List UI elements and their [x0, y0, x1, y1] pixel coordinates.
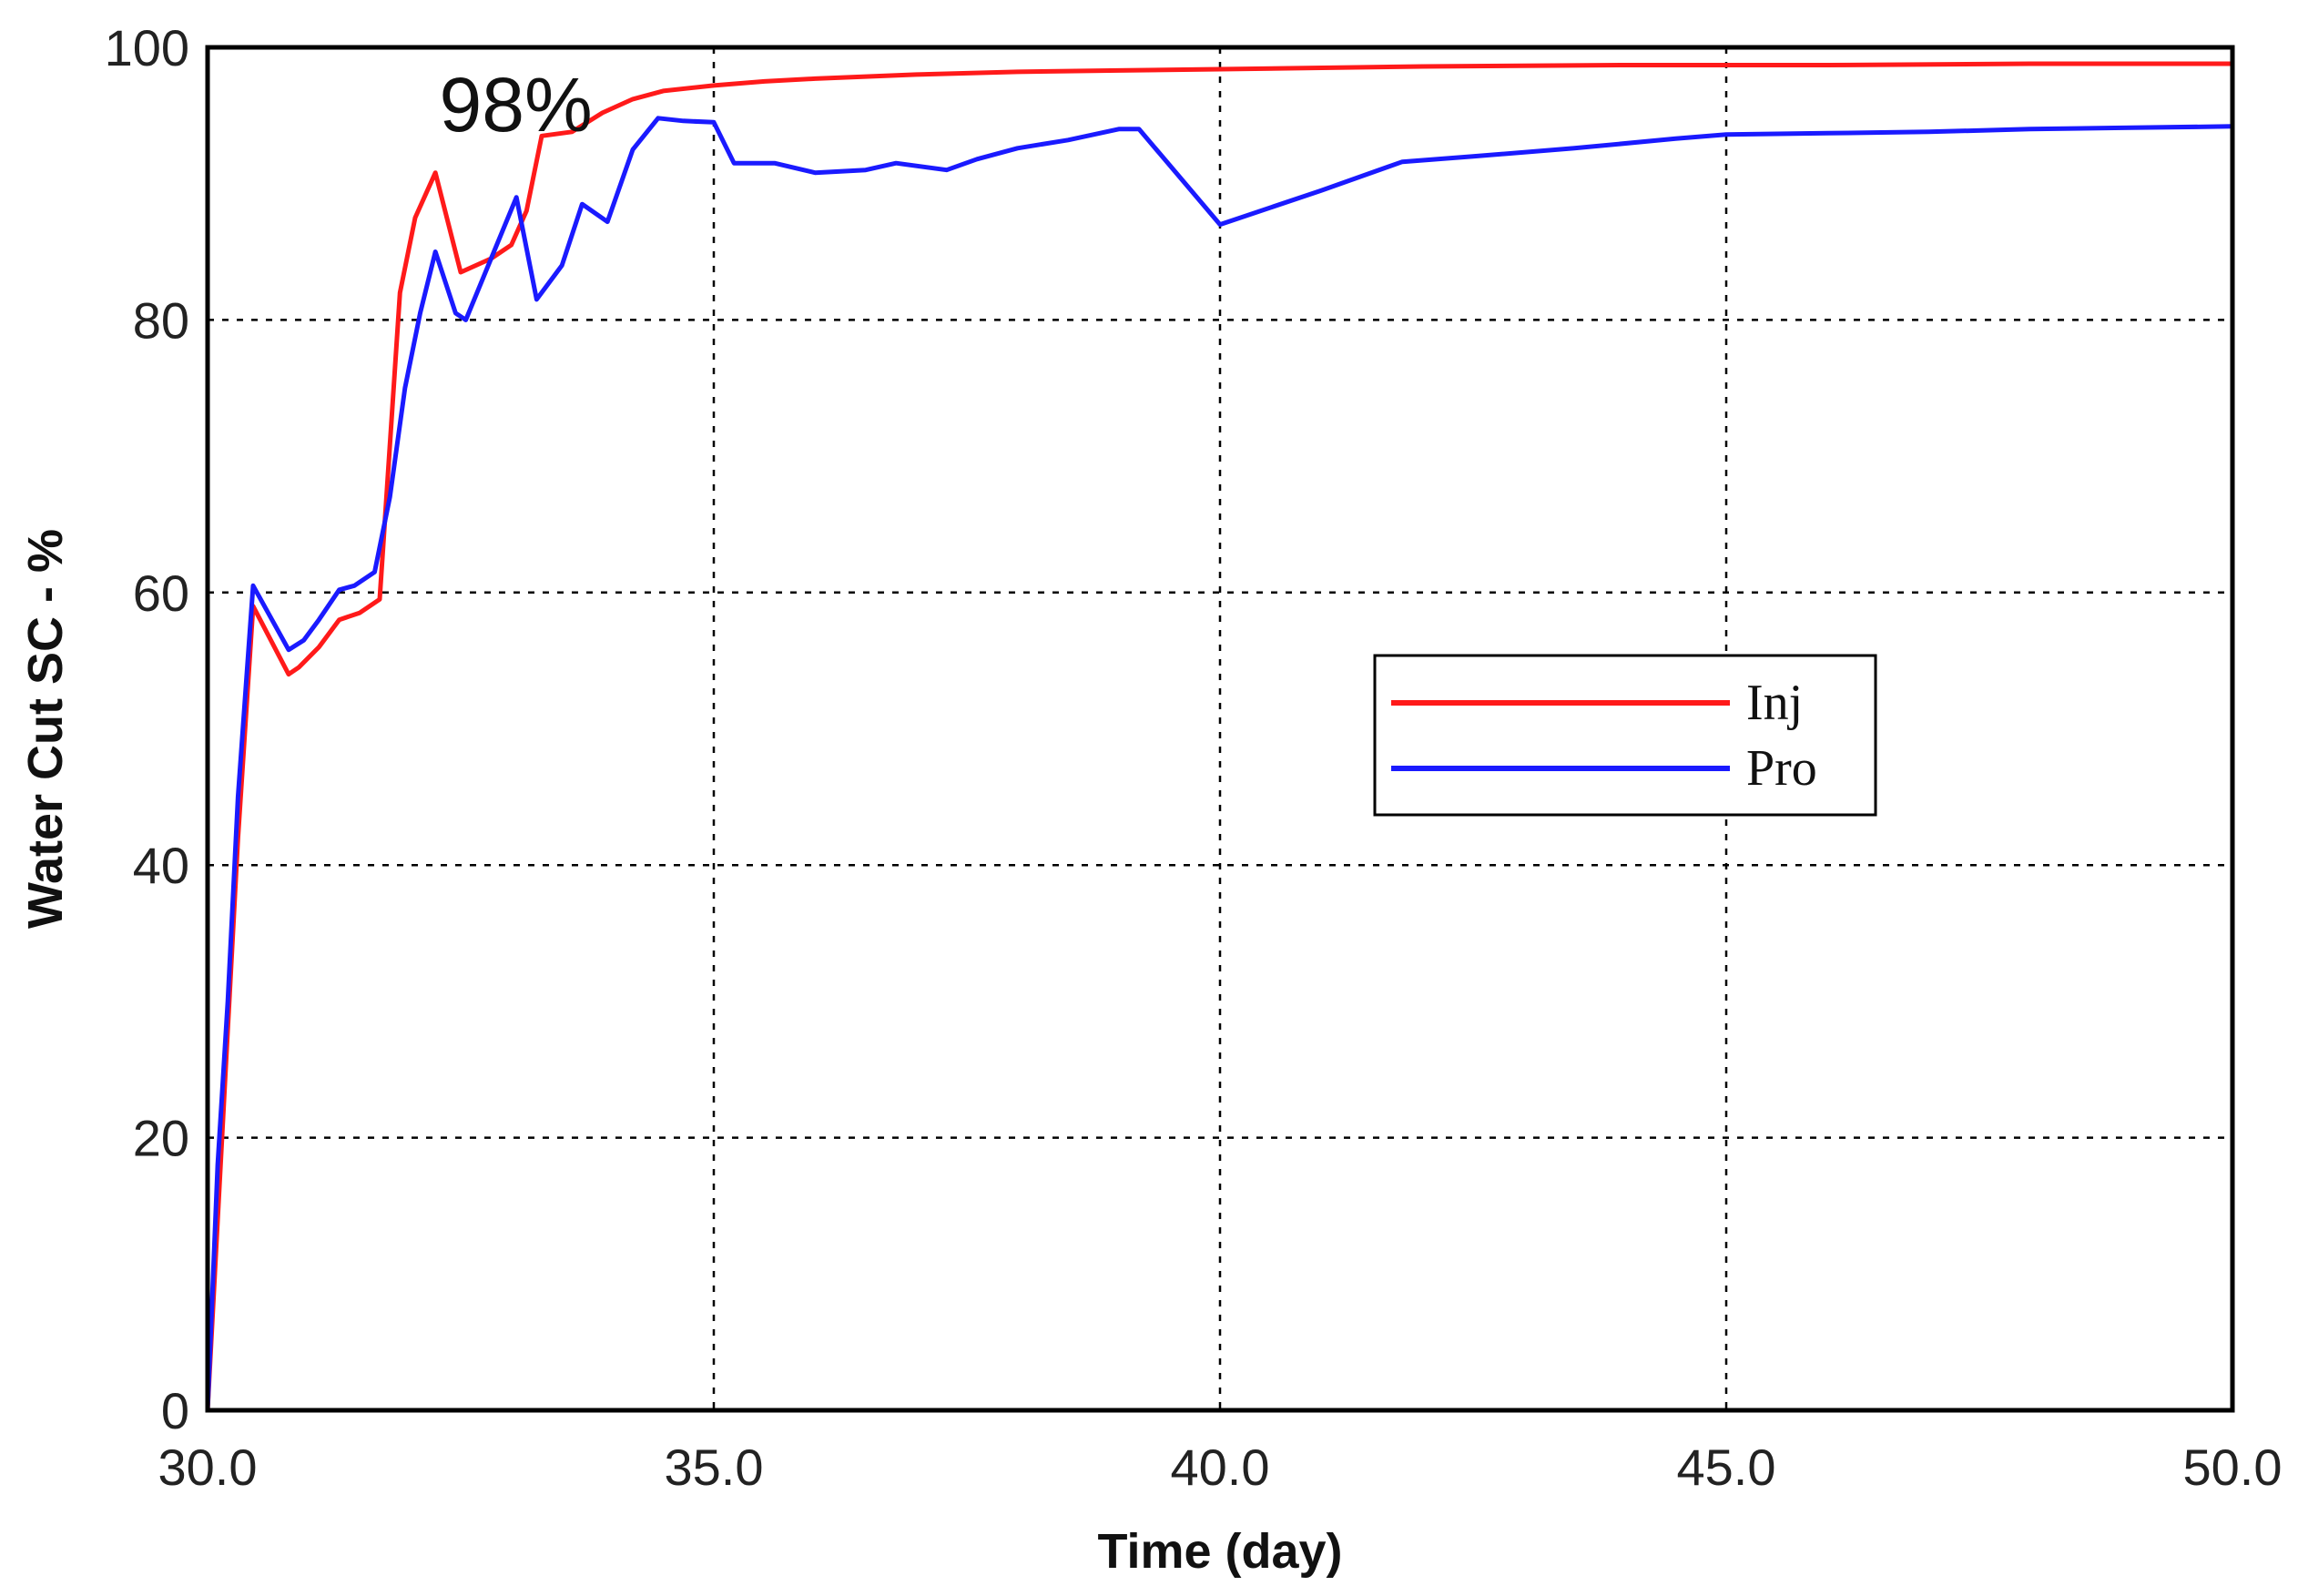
- grid: [208, 47, 2232, 1410]
- x-tick-label: 35.0: [665, 1438, 764, 1496]
- legend: Inj Pro: [1373, 654, 1877, 817]
- peak-annotation: 98%: [440, 62, 593, 147]
- legend-label-inj: Inj: [1746, 675, 1803, 731]
- series-lines: [205, 61, 2233, 1411]
- y-axis-title: Water Cut SC - %: [18, 529, 73, 929]
- y-tick-label: 20: [133, 1110, 189, 1167]
- plot-frame: [205, 45, 2235, 1413]
- y-tick-label: 100: [105, 19, 189, 76]
- x-tick-label: 45.0: [1677, 1438, 1776, 1496]
- y-tick-label: 60: [133, 564, 189, 622]
- legend-box: [1373, 654, 1877, 817]
- x-tick-label: 40.0: [1171, 1438, 1270, 1496]
- y-tick-label: 80: [133, 291, 189, 349]
- series-line-inj: [205, 61, 2232, 1411]
- legend-label-pro: Pro: [1746, 740, 1817, 797]
- x-tick-label: 30.0: [158, 1438, 258, 1496]
- x-axis-title: Time (day): [1097, 1524, 1342, 1579]
- tick-labels: 30.0 35.0 40.0 45.0 50.0 0 20 40 60 80 100: [105, 19, 2283, 1496]
- y-tick-label: 40: [133, 837, 189, 894]
- y-tick-label: 0: [161, 1382, 189, 1439]
- x-tick-label: 50.0: [2183, 1438, 2283, 1496]
- series-line-pro: [205, 116, 2233, 1411]
